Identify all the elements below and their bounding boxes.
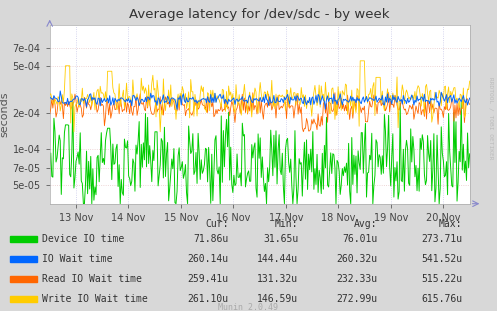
Text: 541.52u: 541.52u bbox=[421, 254, 462, 264]
Text: Max:: Max: bbox=[439, 220, 462, 230]
Title: Average latency for /dev/sdc - by week: Average latency for /dev/sdc - by week bbox=[129, 8, 390, 21]
Text: 260.32u: 260.32u bbox=[336, 254, 378, 264]
Text: Device IO time: Device IO time bbox=[42, 234, 124, 244]
Text: 232.33u: 232.33u bbox=[336, 274, 378, 284]
Text: Read IO Wait time: Read IO Wait time bbox=[42, 274, 142, 284]
Text: Avg:: Avg: bbox=[354, 220, 378, 230]
Text: 146.59u: 146.59u bbox=[257, 294, 298, 304]
Y-axis label: seconds: seconds bbox=[0, 91, 10, 137]
Text: 71.86u: 71.86u bbox=[193, 234, 229, 244]
Text: IO Wait time: IO Wait time bbox=[42, 254, 113, 264]
Text: Write IO Wait time: Write IO Wait time bbox=[42, 294, 148, 304]
Bar bbox=[10, 276, 37, 282]
Text: 515.22u: 515.22u bbox=[421, 274, 462, 284]
Bar bbox=[10, 236, 37, 242]
Text: 273.71u: 273.71u bbox=[421, 234, 462, 244]
Text: RRDTOOL / TOBI OETIKER: RRDTOOL / TOBI OETIKER bbox=[489, 77, 494, 160]
Bar bbox=[10, 296, 37, 302]
Text: 272.99u: 272.99u bbox=[336, 294, 378, 304]
Text: Cur:: Cur: bbox=[205, 220, 229, 230]
Text: 31.65u: 31.65u bbox=[263, 234, 298, 244]
Text: 259.41u: 259.41u bbox=[187, 274, 229, 284]
Text: 131.32u: 131.32u bbox=[257, 274, 298, 284]
Text: Min:: Min: bbox=[275, 220, 298, 230]
Text: 260.14u: 260.14u bbox=[187, 254, 229, 264]
Bar bbox=[10, 256, 37, 262]
Text: Munin 2.0.49: Munin 2.0.49 bbox=[219, 303, 278, 311]
Text: 261.10u: 261.10u bbox=[187, 294, 229, 304]
Text: 76.01u: 76.01u bbox=[342, 234, 378, 244]
Text: 615.76u: 615.76u bbox=[421, 294, 462, 304]
Text: 144.44u: 144.44u bbox=[257, 254, 298, 264]
